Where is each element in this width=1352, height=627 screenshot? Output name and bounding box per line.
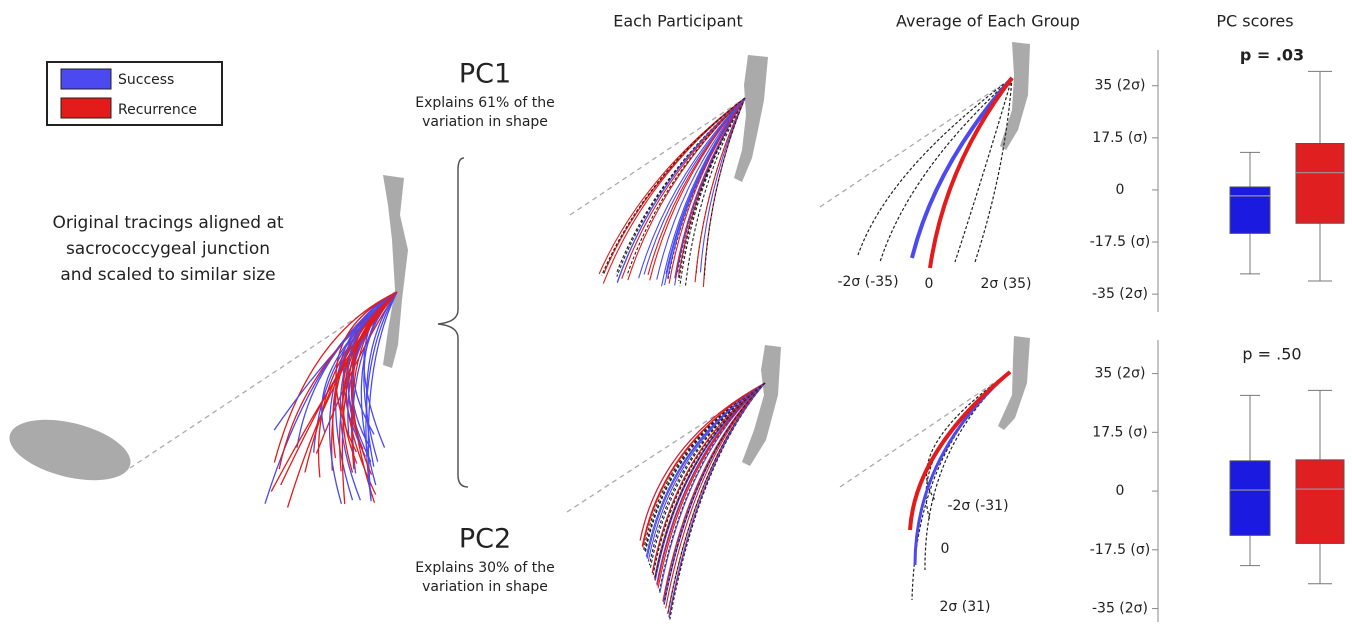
tracing bbox=[647, 383, 765, 559]
box bbox=[1230, 187, 1270, 233]
y-tick-label: -35 (2σ) bbox=[1092, 286, 1148, 302]
legend-swatch bbox=[61, 69, 111, 89]
tracings bbox=[265, 78, 1012, 620]
caption: Original tracings aligned at bbox=[52, 213, 283, 233]
tracing bbox=[659, 383, 765, 592]
tracing bbox=[912, 372, 1010, 600]
pc-name: PC1 bbox=[459, 59, 511, 90]
tracing bbox=[930, 78, 1012, 268]
curve-label: -2σ (-35) bbox=[837, 274, 898, 290]
pc-name: PC2 bbox=[459, 524, 511, 555]
y-tick-label: 0 bbox=[1116, 182, 1125, 198]
column-header: Average of Each Group bbox=[896, 12, 1080, 31]
tracing bbox=[655, 383, 765, 580]
y-tick-label: -17.5 (σ) bbox=[1090, 234, 1150, 250]
y-tick-label: 17.5 (σ) bbox=[1092, 130, 1147, 146]
tracing bbox=[955, 78, 1012, 262]
legend-label: Recurrence bbox=[118, 102, 197, 118]
box bbox=[1296, 143, 1344, 223]
pc-description: Explains 61% of the bbox=[415, 95, 554, 111]
chart-title: p = .50 bbox=[1242, 345, 1301, 364]
chart-title: p = .03 bbox=[1240, 46, 1304, 65]
curve-label: 0 bbox=[941, 541, 950, 557]
curve-label: -2σ (-31) bbox=[947, 498, 1008, 514]
column-header: PC scores bbox=[1216, 12, 1293, 31]
tracing bbox=[925, 372, 1010, 570]
pc-description: Explains 30% of the bbox=[415, 560, 554, 576]
y-tick-label: 17.5 (σ) bbox=[1092, 424, 1147, 440]
box bbox=[1296, 460, 1344, 544]
reference-line bbox=[130, 78, 1012, 512]
y-tick-label: -17.5 (σ) bbox=[1090, 542, 1150, 558]
column-header: Each Participant bbox=[613, 12, 743, 31]
bracket bbox=[438, 158, 468, 487]
caption: sacrococcygeal junction bbox=[66, 239, 270, 259]
legend-swatch bbox=[61, 98, 111, 118]
tracing bbox=[912, 78, 1012, 258]
tracing bbox=[655, 383, 765, 580]
pc-description: variation in shape bbox=[422, 114, 548, 130]
curve-label: 2σ (35) bbox=[981, 276, 1032, 292]
y-tick-label: -35 (2σ) bbox=[1092, 601, 1148, 617]
tracing bbox=[670, 383, 765, 620]
y-tick-label: 0 bbox=[1116, 483, 1125, 499]
y-tick-label: 35 (2σ) bbox=[1095, 366, 1146, 382]
y-tick-label: 35 (2σ) bbox=[1095, 78, 1146, 94]
tracing bbox=[649, 383, 765, 565]
tracing bbox=[927, 372, 1010, 500]
box bbox=[1230, 461, 1270, 536]
curve-label: 0 bbox=[925, 276, 934, 292]
pc-description: variation in shape bbox=[422, 579, 548, 595]
figure: Success Recurrence Each Participant Aver… bbox=[0, 0, 1352, 627]
legend-label: Success bbox=[118, 72, 174, 88]
caption: and scaled to similar size bbox=[60, 265, 275, 285]
curve-label: 2σ (31) bbox=[940, 599, 991, 615]
box-plots: p = .03 35 (2σ) 17.5 (σ) 0 -17.5 (σ) -35 (2σ)… bbox=[1090, 46, 1344, 617]
